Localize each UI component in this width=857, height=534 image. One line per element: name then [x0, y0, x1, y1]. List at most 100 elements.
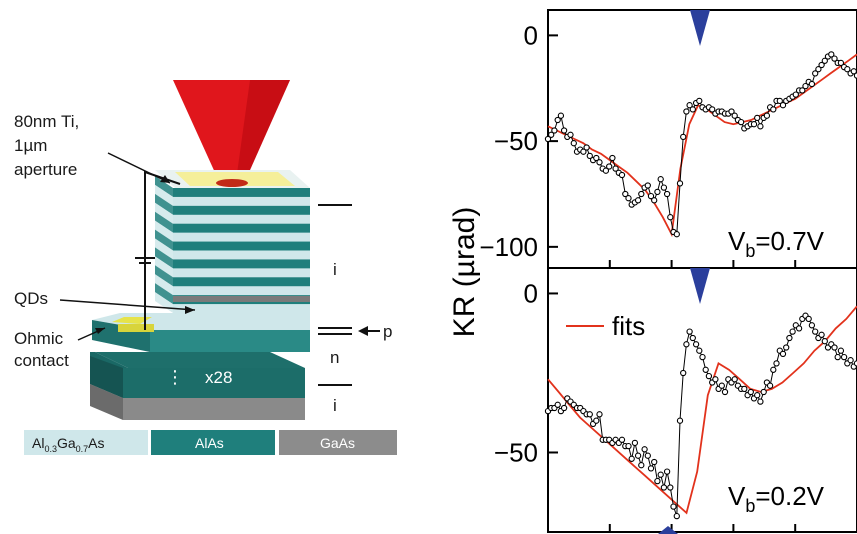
data-point — [702, 366, 709, 373]
data-point — [680, 133, 687, 141]
top-time-marker — [690, 10, 710, 46]
data-point — [596, 411, 603, 418]
data-point — [609, 154, 616, 162]
aperture-size-label: 1µm — [14, 136, 47, 155]
data-point — [831, 344, 838, 351]
data-point — [712, 376, 719, 383]
data-point — [683, 108, 690, 115]
data-point — [692, 341, 700, 348]
bottom-axis-marker — [658, 526, 678, 534]
data-point — [593, 154, 600, 162]
top-panel: 0 −50 −100 — [479, 20, 857, 268]
ohmic-label-1: Ohmic — [14, 329, 64, 348]
data-point — [583, 144, 590, 151]
data-point — [663, 468, 671, 475]
metal-aperture — [175, 172, 295, 186]
laser-spot — [216, 179, 248, 187]
ohmic-label-2: contact — [14, 351, 69, 370]
mesa-layer-side — [155, 283, 173, 305]
qds-label: QDs — [14, 289, 48, 308]
data-point — [828, 51, 835, 58]
data-point — [689, 106, 696, 113]
p-arrow-head — [358, 326, 368, 336]
mesa-layer-front — [173, 205, 310, 216]
data-point — [676, 417, 684, 424]
data-point — [596, 159, 603, 166]
data-point — [638, 462, 645, 469]
data-point — [731, 112, 738, 119]
bias-circuit — [144, 170, 181, 330]
data-point — [773, 360, 780, 367]
data-point — [840, 353, 848, 361]
laser-beam-shade — [235, 80, 290, 188]
gaas-front — [123, 398, 305, 420]
data-point — [779, 102, 787, 109]
data-point — [789, 328, 796, 335]
intrinsic-bottom-label: i — [333, 396, 337, 415]
y-tick-label: −100 — [479, 232, 538, 262]
data-point — [560, 127, 568, 134]
qd-layer — [173, 296, 310, 302]
metal-leader-arrow — [160, 175, 170, 183]
mesa-layer-side — [155, 220, 173, 242]
data-point — [792, 91, 799, 98]
mesa-layer-front — [173, 259, 310, 269]
legend-alas-label: AlAs — [195, 435, 224, 451]
legend-algaas-swatch — [24, 430, 148, 455]
mesa-layer-front — [173, 232, 310, 243]
data-point — [567, 131, 574, 138]
data-point — [554, 116, 561, 124]
bottom-time-marker — [690, 268, 710, 304]
data-point — [544, 135, 552, 143]
data-point — [683, 341, 690, 348]
y-tick-label: 0 — [524, 20, 538, 50]
mesa-layer-side — [155, 247, 173, 269]
data-point — [831, 55, 838, 62]
data-point — [766, 382, 774, 389]
data-point — [644, 182, 651, 189]
mesa-layer-front — [173, 250, 310, 260]
mesa-layer-side — [155, 202, 173, 224]
data-point — [818, 61, 825, 69]
data-point — [795, 325, 803, 332]
fit-line — [547, 305, 857, 515]
data-point — [602, 167, 610, 174]
data-point — [660, 484, 668, 491]
metal-leader — [107, 152, 171, 184]
data-point — [689, 334, 696, 342]
mesa-layer-side — [155, 211, 173, 233]
data-point — [696, 97, 703, 105]
data-point — [663, 190, 671, 198]
ohmic-pad-front — [118, 324, 154, 332]
data-point — [654, 188, 661, 196]
mesa-layer-front — [173, 277, 310, 287]
data-point — [812, 328, 819, 335]
data-point — [808, 322, 816, 329]
device-schematic: 80nm Ti, 1µm aperture QDs Ohmic contact … — [14, 80, 397, 455]
y-tick-label: −50 — [494, 437, 538, 467]
y-tick-label: −50 — [494, 126, 538, 156]
mesa-layer-side — [155, 229, 173, 251]
data-point — [731, 376, 738, 383]
mesa-layer-side — [155, 176, 173, 197]
fits-legend-label: fits — [612, 311, 645, 341]
data-point — [770, 366, 777, 373]
y-tick-label: 0 — [524, 278, 538, 308]
data-point — [834, 353, 841, 361]
data-point — [680, 369, 687, 377]
data-point — [818, 331, 825, 338]
repeat-dots: ⋮ — [166, 367, 184, 388]
mesa-layer-front — [173, 268, 310, 278]
data-point — [737, 118, 745, 126]
data-point — [757, 123, 764, 130]
data-point — [837, 59, 845, 67]
mesa-layer-stack — [155, 176, 310, 314]
data-point — [673, 231, 680, 238]
data-point — [651, 197, 658, 204]
data-point — [686, 102, 693, 109]
data-point — [699, 353, 706, 361]
data-point — [676, 180, 684, 187]
data-point — [557, 112, 565, 119]
repeat-count: x28 — [205, 368, 232, 387]
